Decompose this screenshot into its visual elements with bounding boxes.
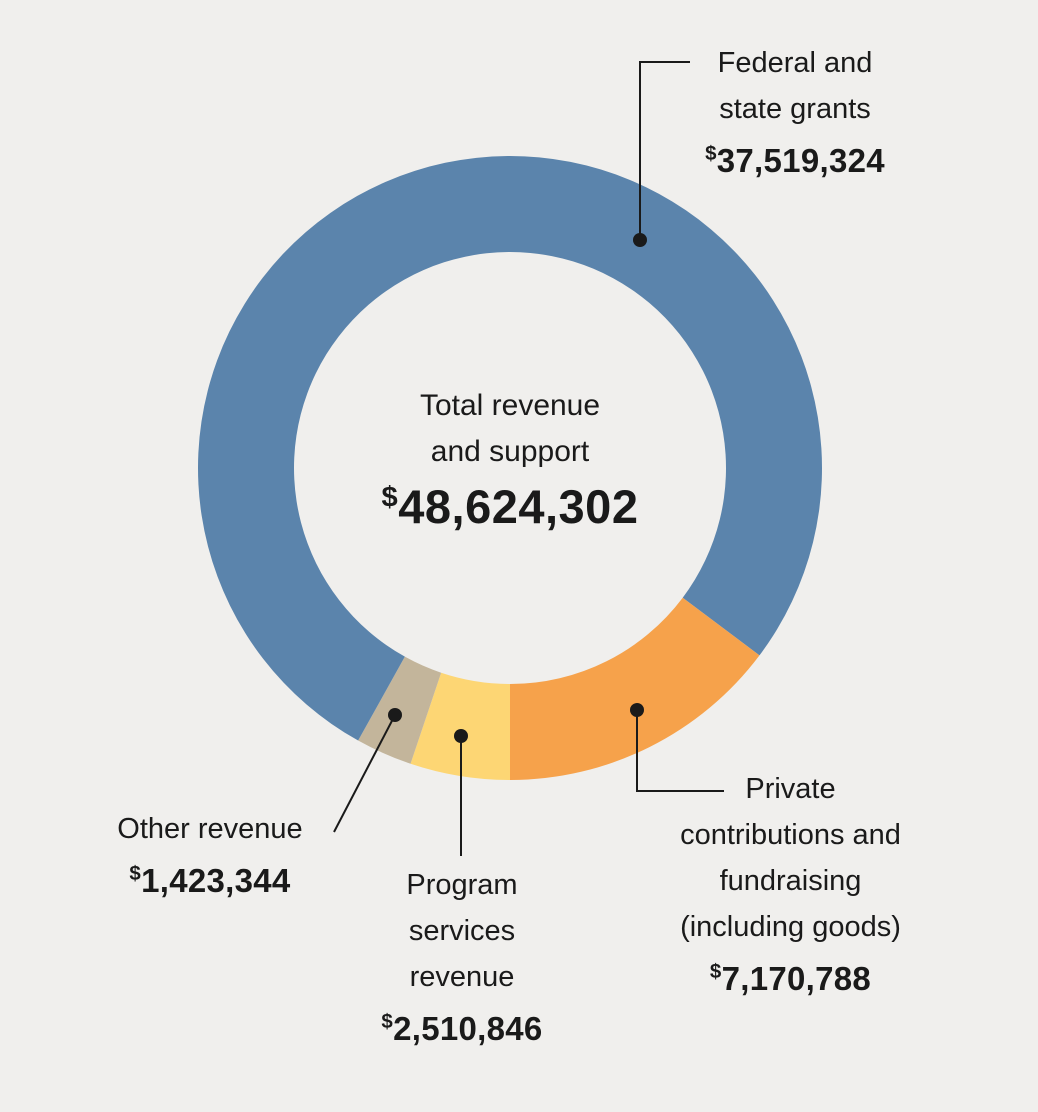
callout-label-line: Federal and [717,47,873,79]
callout-label-line: services [408,915,516,947]
leader-lines-group [333,61,724,856]
currency-symbol: $ [381,1010,394,1033]
center-total-amount: $48,624,302 [310,479,710,535]
currency-symbol: $ [705,142,717,165]
callout-label-line: fundraising [719,865,862,897]
leader-dot-program [454,729,468,743]
donut-segment-program [410,672,510,780]
callout-amount-value: 2,510,846 [393,1010,543,1047]
center-label-line-1: Total revenue [419,389,601,422]
leader-line-federal [639,61,690,240]
currency-symbol: $ [709,960,722,983]
center-label-line-2: and support [430,435,590,468]
callout-program-services: Program services revenue $2,510,846 [352,862,572,1054]
callout-amount: $1,423,344 [80,856,340,906]
callout-amount: $37,519,324 [645,136,945,186]
callout-amount: $2,510,846 [352,1004,572,1054]
callout-amount-value: 1,423,344 [141,862,291,899]
callout-amount-value: 7,170,788 [721,960,872,997]
callout-other-revenue: Other revenue $1,423,344 [80,806,340,906]
currency-symbol: $ [381,481,399,514]
callout-label-line: (including goods) [680,911,901,943]
callout-federal-grants: Federal and state grants $37,519,324 [645,40,945,186]
donut-center-label: Total revenue and support $48,624,302 [310,383,710,535]
leader-line-private [636,710,724,792]
callout-amount-value: 37,519,324 [716,142,885,179]
currency-symbol: $ [129,862,142,885]
callout-label-line: contributions and [680,819,901,851]
leader-dot-other [388,708,402,722]
callout-label-line: revenue [409,961,515,993]
callout-private-contributions: Private contributions and fundraising (i… [638,766,943,1004]
leader-dot-private [630,703,644,717]
callout-label-line: Program [406,869,518,901]
callout-label-line: Other revenue [117,813,303,845]
callout-label-line: Private [745,773,836,805]
center-total-value: 48,624,302 [398,480,639,533]
donut-segment-federal [197,155,822,741]
donut-segment-private [510,597,760,780]
leader-line-other [333,714,396,833]
donut-segments-group [197,155,822,780]
callout-amount: $7,170,788 [638,954,943,1004]
callout-label-line: state grants [719,93,871,125]
leader-dot-federal [633,233,647,247]
